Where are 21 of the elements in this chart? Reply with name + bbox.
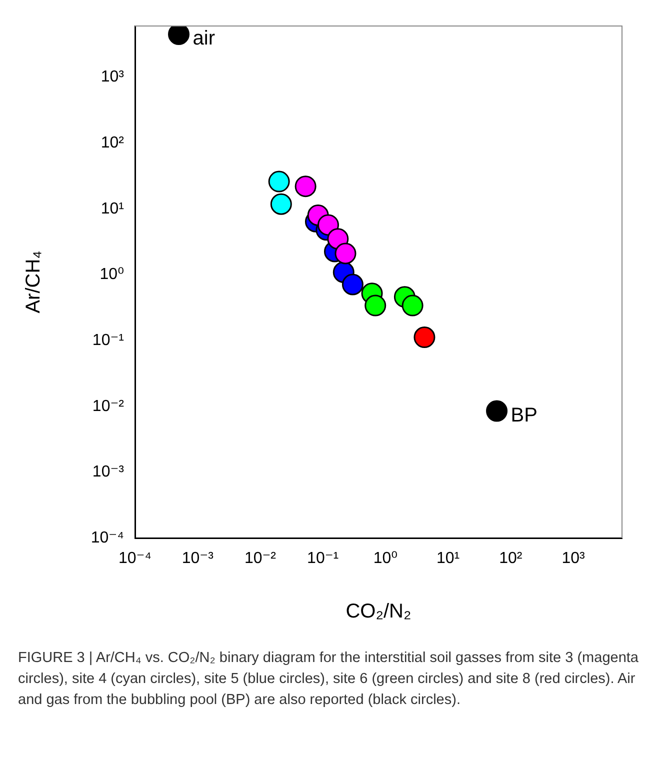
y-tick-label: 10¹ (100, 200, 124, 218)
annotation: air (192, 28, 216, 50)
x-axis-title: CO₂/N₂ (346, 600, 412, 623)
y-tick-label: 10² (100, 134, 125, 152)
x-tick-label: 10² (499, 550, 523, 568)
y-tick-label: 10³ (100, 68, 125, 86)
x-tick-label: 10³ (562, 550, 586, 568)
caption: FIGURE 3 | Ar/CH₄ vs. CO₂/N₂ binary diagram for the interstitial soil gasses from site 3 (magenta circles), site 4 (cyan circles), site 5 (blue circles), site 6 (green circles) and site 8 (red circles). Air and gas from the bubbling pool (BP) are also reported (black circles). (18, 649, 639, 710)
annotation: BP (510, 404, 538, 427)
y-tick-label: 10⁻¹ (92, 332, 124, 349)
x-tick-label: 10⁻¹ (307, 550, 339, 568)
x-tick-label: 10⁰ (373, 550, 398, 568)
x-tick-label: 10⁻³ (182, 550, 214, 568)
x-tick-label: 10⁻² (244, 550, 277, 568)
y-tick-label: 10⁻⁴ (90, 529, 124, 546)
y-tick-label: 10⁰ (100, 266, 124, 284)
y-tick-label: 10⁻² (92, 398, 125, 415)
y-axis-title: Ar/CH₄ (22, 250, 45, 314)
x-tick-label: 10⁻⁴ (118, 550, 152, 568)
x-tick-label: 10¹ (436, 550, 460, 568)
y-tick-label: 10⁻³ (92, 464, 125, 481)
